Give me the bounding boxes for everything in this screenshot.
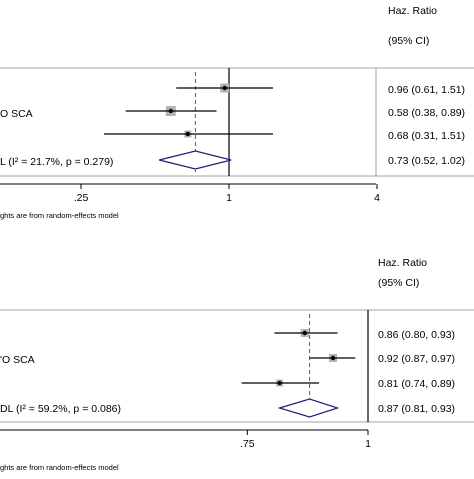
top-tick-label: 4	[374, 192, 380, 204]
top-row-label: O SCA	[0, 108, 33, 120]
bottom-pooled-label: DL (I² = 59.2%, p = 0.086)	[0, 403, 121, 415]
bottom-pooled-diamond	[277, 398, 340, 418]
top-estimate-text: 0.58 (0.38, 0.89)	[388, 107, 465, 119]
bottom-study-point	[330, 355, 336, 361]
bottom-tick-label: .75	[240, 438, 255, 450]
bottom-forest-panel: Haz. Ratio (95% CI) 'O SCA DL (I² = 59.2…	[0, 257, 474, 472]
top-estimate-text: 0.73 (0.52, 1.02)	[388, 155, 465, 167]
top-pooled-label: L (I² = 21.7%, p = 0.279)	[0, 156, 113, 168]
top-estimate-text: 0.96 (0.61, 1.51)	[388, 84, 465, 96]
bottom-estimate-text: 0.86 (0.80, 0.93)	[378, 329, 455, 341]
bottom-estimate-text: 0.92 (0.87, 0.97)	[378, 353, 455, 365]
top-tick-label: .25	[74, 192, 89, 204]
bottom-estimate-text: 0.87 (0.81, 0.93)	[378, 403, 455, 415]
bottom-header-title: Haz. Ratio	[378, 257, 427, 269]
top-header-title: Haz. Ratio	[388, 5, 437, 17]
top-estimate-text: 0.68 (0.31, 1.51)	[388, 130, 465, 142]
top-pooled-diamond	[159, 150, 232, 170]
bottom-plot-marks	[241, 310, 369, 422]
bottom-estimate-text: 0.81 (0.74, 0.89)	[378, 378, 455, 390]
top-study-point	[168, 108, 174, 114]
bottom-row-label: 'O SCA	[0, 354, 35, 366]
top-plot-marks	[103, 68, 273, 176]
bottom-x-ticks: .75 1	[240, 430, 371, 450]
top-footnote: ghts are from random-effects model	[0, 211, 119, 220]
top-tick-label: 1	[226, 192, 232, 204]
bottom-header-ci: (95% CI)	[378, 277, 419, 289]
top-study-point	[185, 131, 191, 137]
top-forest-panel: Haz. Ratio (95% CI) O SCA L (I² = 21.7%,…	[0, 5, 474, 220]
top-study-point	[222, 85, 227, 91]
bottom-study-point	[302, 330, 307, 336]
bottom-tick-label: 1	[365, 438, 371, 450]
bottom-study-point	[277, 380, 282, 386]
bottom-footnote: ghts are from random-effects model	[0, 463, 119, 472]
top-x-ticks: .25 1 4	[74, 184, 380, 204]
top-header-ci: (95% CI)	[388, 35, 429, 47]
